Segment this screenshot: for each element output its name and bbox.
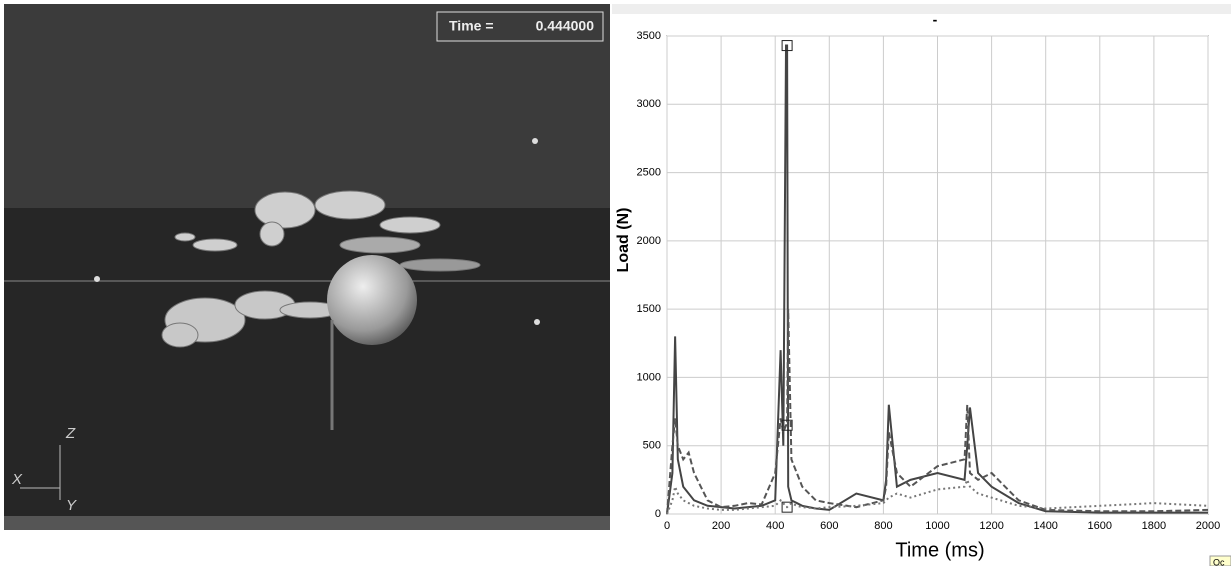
x-tick-label: 1200 — [979, 520, 1003, 532]
marker — [781, 501, 793, 513]
axis-x: X — [11, 471, 23, 488]
chart-header-strip — [612, 4, 1231, 14]
axis-z: Z — [65, 425, 76, 442]
floor — [4, 208, 610, 516]
y-axis-label: Load (N) — [615, 208, 632, 273]
marker — [781, 419, 793, 431]
y-tick-label: 3000 — [637, 98, 661, 110]
series-line — [666, 309, 1209, 515]
series-line — [666, 44, 1208, 515]
axis-triad — [20, 445, 61, 500]
series-line — [666, 477, 1209, 515]
tooltip: Oc — [1213, 557, 1225, 566]
x-tick-label: 2000 — [1196, 520, 1220, 532]
y-tick-label: 2500 — [637, 166, 661, 178]
x-tick-label: 1000 — [925, 520, 949, 532]
y-tick-label: 500 — [643, 440, 661, 452]
chart-title: - — [933, 12, 938, 28]
sky — [4, 4, 610, 208]
x-tick-label: 200 — [712, 520, 730, 532]
point — [532, 138, 538, 144]
dummy-lower — [161, 290, 341, 348]
point — [94, 276, 100, 282]
x-tick-label: 600 — [820, 520, 838, 532]
y-tick-label: 0 — [655, 508, 661, 520]
time-label: Time = — [449, 18, 494, 34]
status-strip — [4, 516, 610, 530]
x-tick-label: 400 — [766, 520, 784, 532]
time-value: 0.444000 — [536, 18, 595, 34]
viewport: Time = 0.444000 Z X Y — [4, 4, 610, 530]
point — [534, 319, 540, 325]
marker — [781, 40, 793, 52]
y-tick-label: 1000 — [637, 371, 661, 383]
impactor-sphere — [327, 255, 417, 345]
x-tick-label: 0 — [664, 520, 670, 532]
y-tick-label: 2000 — [637, 235, 661, 247]
x-tick-label: 1800 — [1142, 520, 1166, 532]
x-tick-label: 1400 — [1033, 520, 1057, 532]
x-axis-label: Time (ms) — [895, 539, 984, 561]
tooltip-box — [1209, 555, 1231, 566]
axis-y: Y — [66, 497, 77, 514]
x-tick-label: 800 — [874, 520, 892, 532]
x-tick-label: 1600 — [1088, 520, 1112, 532]
dummy-upper — [174, 190, 481, 272]
time-box — [436, 11, 604, 42]
y-tick-label: 3500 — [637, 30, 661, 42]
y-tick-label: 1500 — [637, 303, 661, 315]
